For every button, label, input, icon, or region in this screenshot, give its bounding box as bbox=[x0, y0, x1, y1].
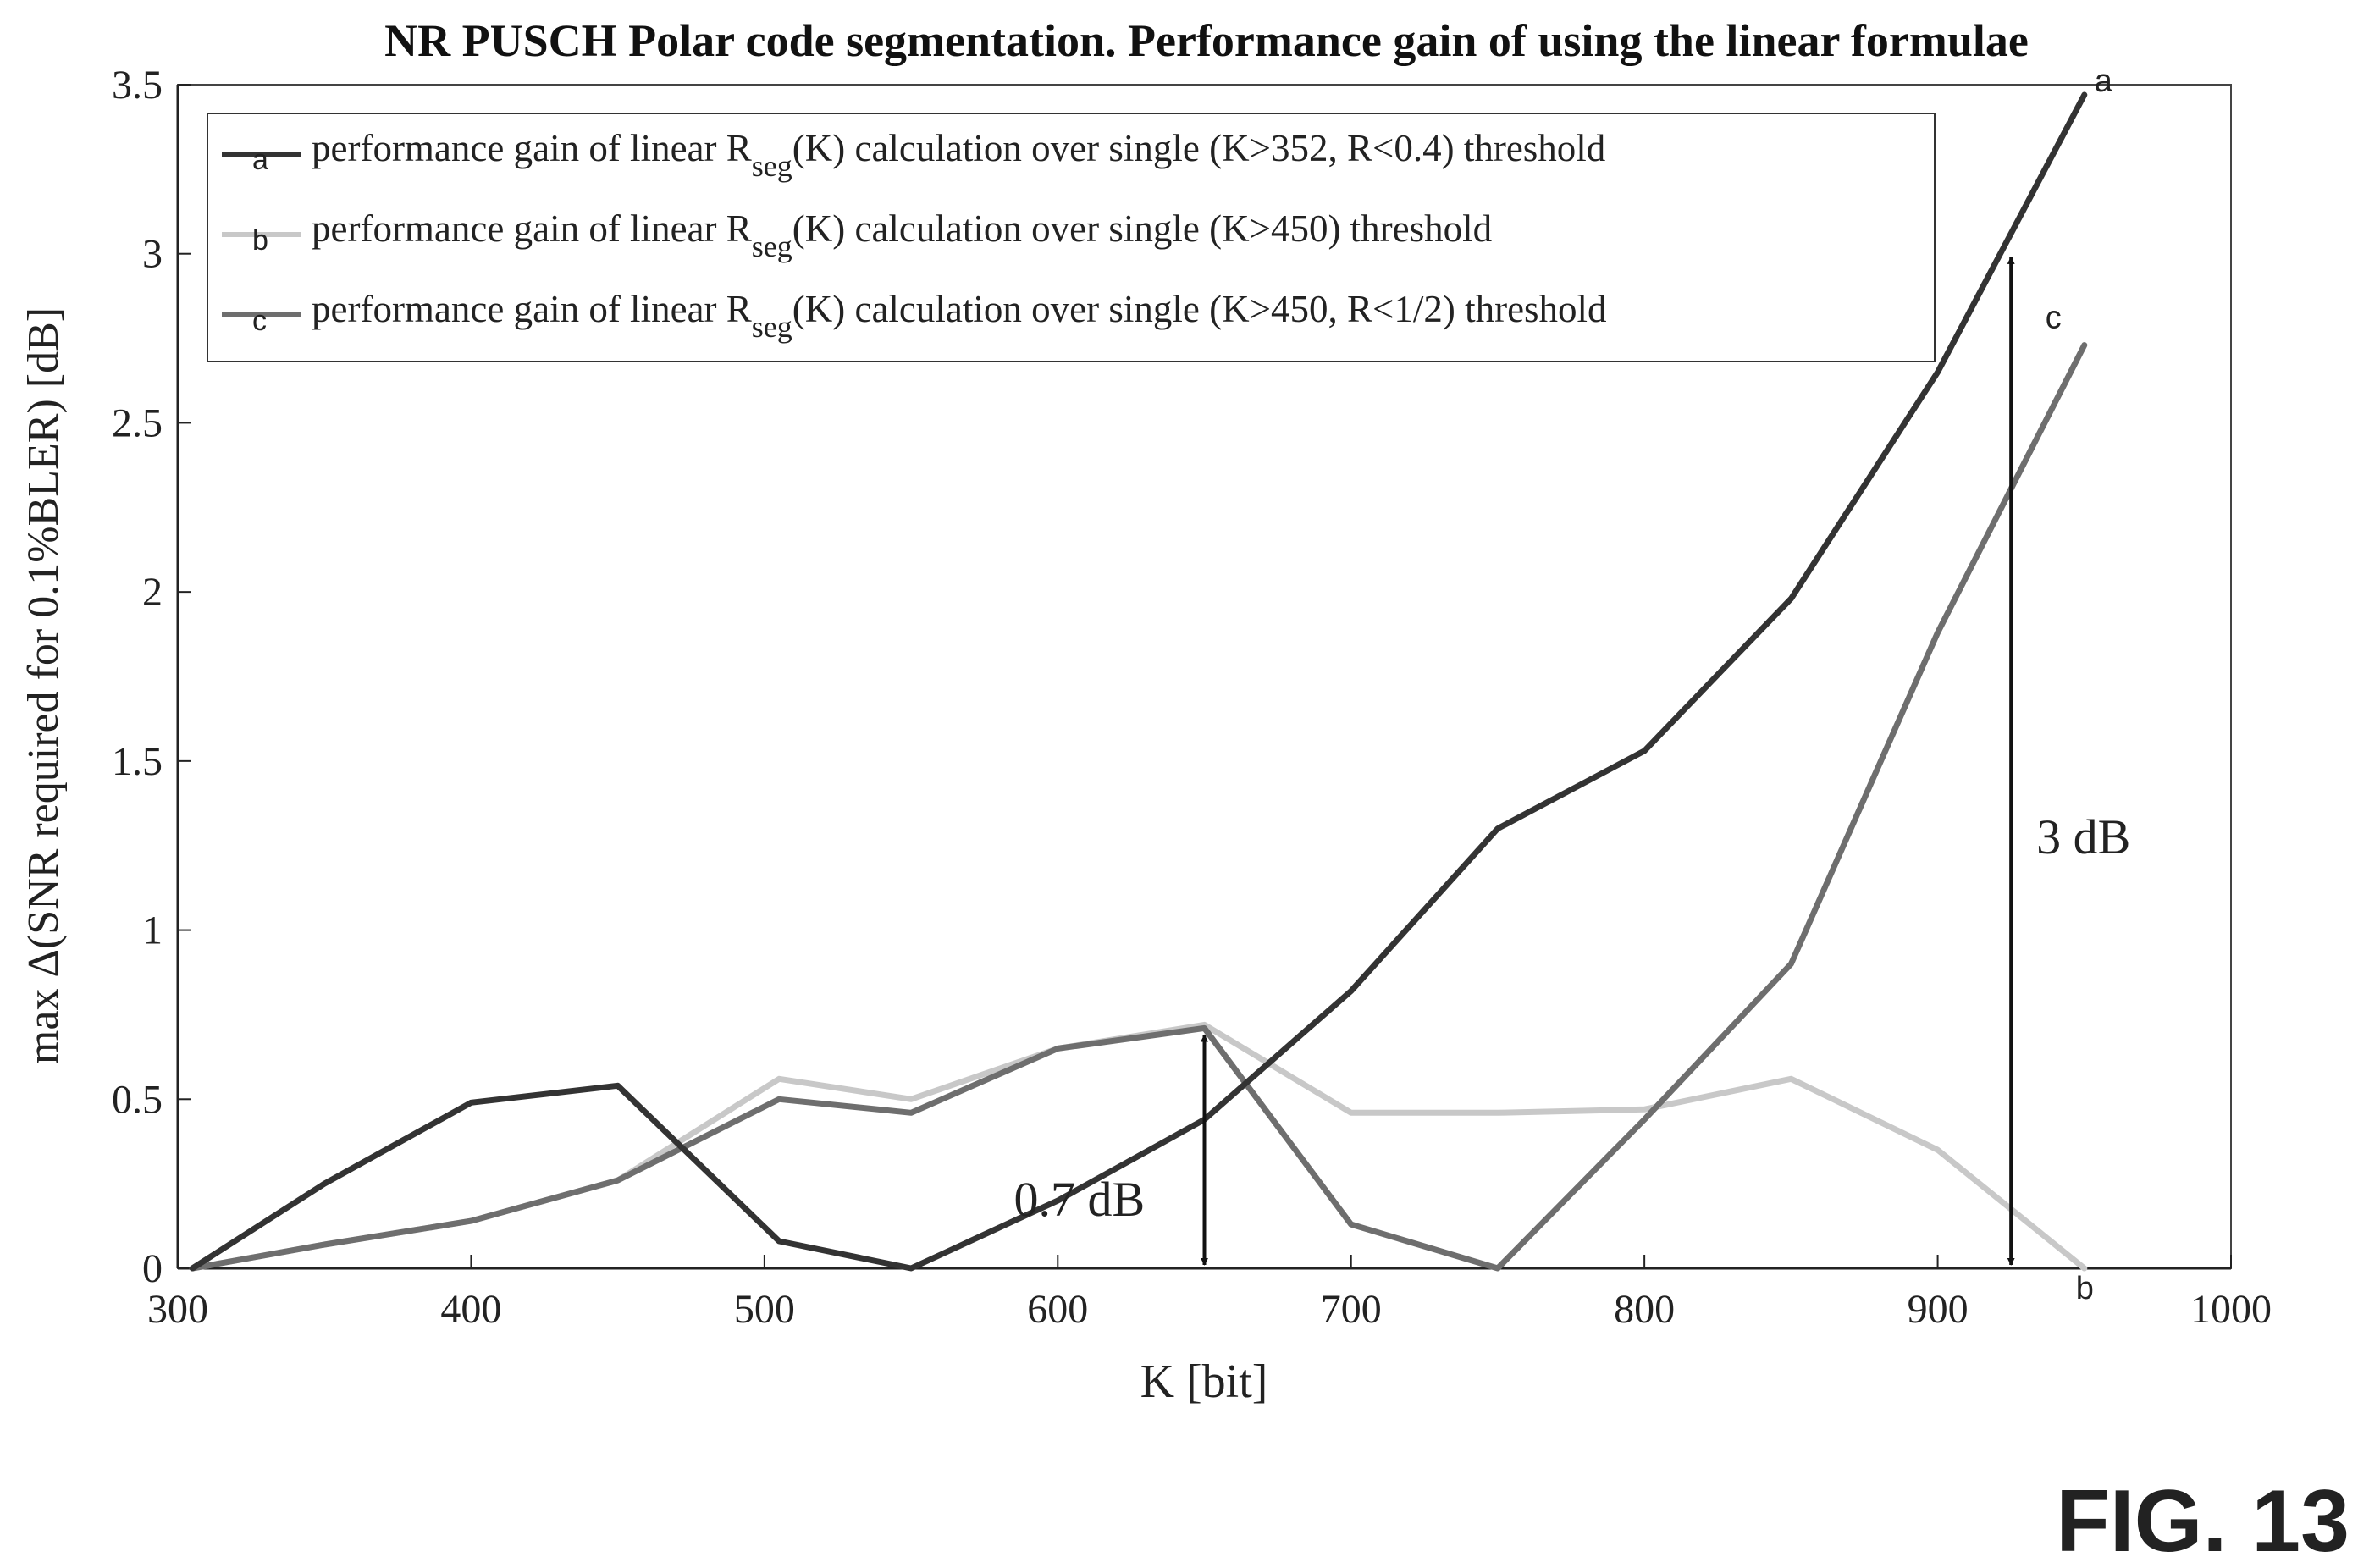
series-line-c bbox=[189, 342, 2088, 1272]
x-tick-label: 500 bbox=[734, 1287, 795, 1332]
legend-item-b: b performance gain of linear Rseg(K) calc… bbox=[222, 207, 1492, 263]
y-tick-label: 3 bbox=[142, 232, 163, 277]
annotations: 0.7 dB 3 dB bbox=[1014, 256, 2130, 1266]
annotation-label: 3 dB bbox=[2036, 809, 2130, 864]
series-line-a bbox=[189, 91, 2088, 1272]
y-tick-label: 0 bbox=[142, 1246, 163, 1291]
figure-label: FIG. 13 bbox=[2056, 1472, 2350, 1568]
x-tick-label: 400 bbox=[440, 1287, 501, 1332]
legend-marker-label: b bbox=[252, 224, 268, 257]
series-lines bbox=[189, 91, 2088, 1272]
x-axis-label: K [bit] bbox=[1140, 1355, 1268, 1408]
x-tick-label: 300 bbox=[147, 1287, 208, 1332]
series-line-b bbox=[189, 1021, 2088, 1272]
legend-marker-label: c bbox=[252, 305, 267, 337]
x-tick-label: 600 bbox=[1027, 1287, 1088, 1332]
series-end-label-b: b bbox=[2076, 1271, 2094, 1306]
legend-text: performance gain of linear Rseg(K) calcu… bbox=[312, 288, 1607, 344]
y-tick-label: 0.5 bbox=[112, 1077, 163, 1122]
x-tick-label: 800 bbox=[1614, 1287, 1675, 1332]
y-tick-label: 1.5 bbox=[112, 739, 163, 784]
legend-marker-label: a bbox=[252, 144, 268, 176]
y-tick-label: 2 bbox=[142, 570, 163, 615]
y-axis-label: max Δ(SNR required for 0.1%BLER) [dB] bbox=[19, 307, 68, 1064]
legend-text: performance gain of linear Rseg(K) calcu… bbox=[312, 127, 1605, 183]
y-ticks: 0 0.5 1 1.5 2 2.5 3 3.5 bbox=[112, 63, 191, 1291]
x-tick-label: 700 bbox=[1321, 1287, 1382, 1332]
x-tick-label: 900 bbox=[1908, 1287, 1969, 1332]
x-ticks: 300 400 500 600 700 800 900 1000 bbox=[147, 1255, 2272, 1332]
y-tick-label: 2.5 bbox=[112, 400, 163, 445]
legend-text: performance gain of linear Rseg(K) calcu… bbox=[312, 207, 1492, 263]
y-tick-label: 1 bbox=[142, 908, 163, 953]
series-end-label-c: c bbox=[2046, 301, 2062, 336]
legend-item-a: a performance gain of linear Rseg(K) calc… bbox=[222, 127, 1605, 183]
series-end-label-a: a bbox=[2095, 63, 2113, 99]
axes bbox=[176, 84, 2232, 1270]
series-labels: a b c bbox=[2046, 63, 2113, 1306]
y-tick-label: 3.5 bbox=[112, 63, 163, 108]
legend-box bbox=[207, 113, 1936, 362]
x-tick-label: 1000 bbox=[2190, 1287, 2272, 1332]
legend: a performance gain of linear Rseg(K) calc… bbox=[207, 113, 1936, 362]
annotation-label: 0.7 dB bbox=[1014, 1172, 1146, 1227]
legend-item-c: c performance gain of linear Rseg(K) calc… bbox=[222, 288, 1607, 344]
chart-title: NR PUSCH Polar code segmentation. Perfor… bbox=[384, 15, 2029, 66]
